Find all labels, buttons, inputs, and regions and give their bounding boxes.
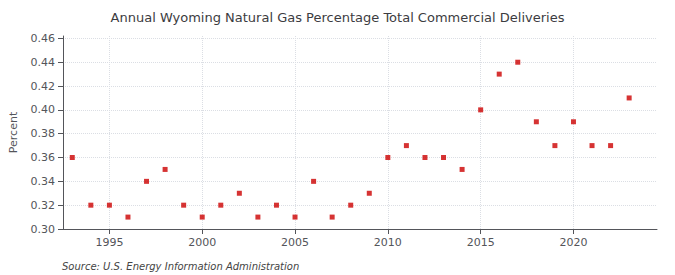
svg-text:2015: 2015 [467,236,495,249]
svg-text:2005: 2005 [281,236,309,249]
svg-text:0.40: 0.40 [31,103,56,116]
svg-text:0.46: 0.46 [31,32,56,45]
svg-text:0.32: 0.32 [31,199,56,212]
svg-text:Percent: Percent [7,111,20,153]
svg-text:2010: 2010 [374,236,402,249]
svg-text:0.36: 0.36 [31,151,56,164]
svg-text:0.42: 0.42 [31,80,56,93]
svg-text:1995: 1995 [95,236,123,249]
svg-text:Annual Wyoming Natural Gas Per: Annual Wyoming Natural Gas Percentage To… [111,10,565,25]
svg-text:0.34: 0.34 [31,175,56,188]
svg-text:0.30: 0.30 [31,223,56,236]
svg-text:2000: 2000 [188,236,216,249]
svg-text:0.44: 0.44 [31,56,56,69]
svg-text:Source: U.S. Energy Informatio: Source: U.S. Energy Information Administ… [62,261,299,272]
svg-text:2020: 2020 [559,236,587,249]
svg-text:0.38: 0.38 [31,127,56,140]
